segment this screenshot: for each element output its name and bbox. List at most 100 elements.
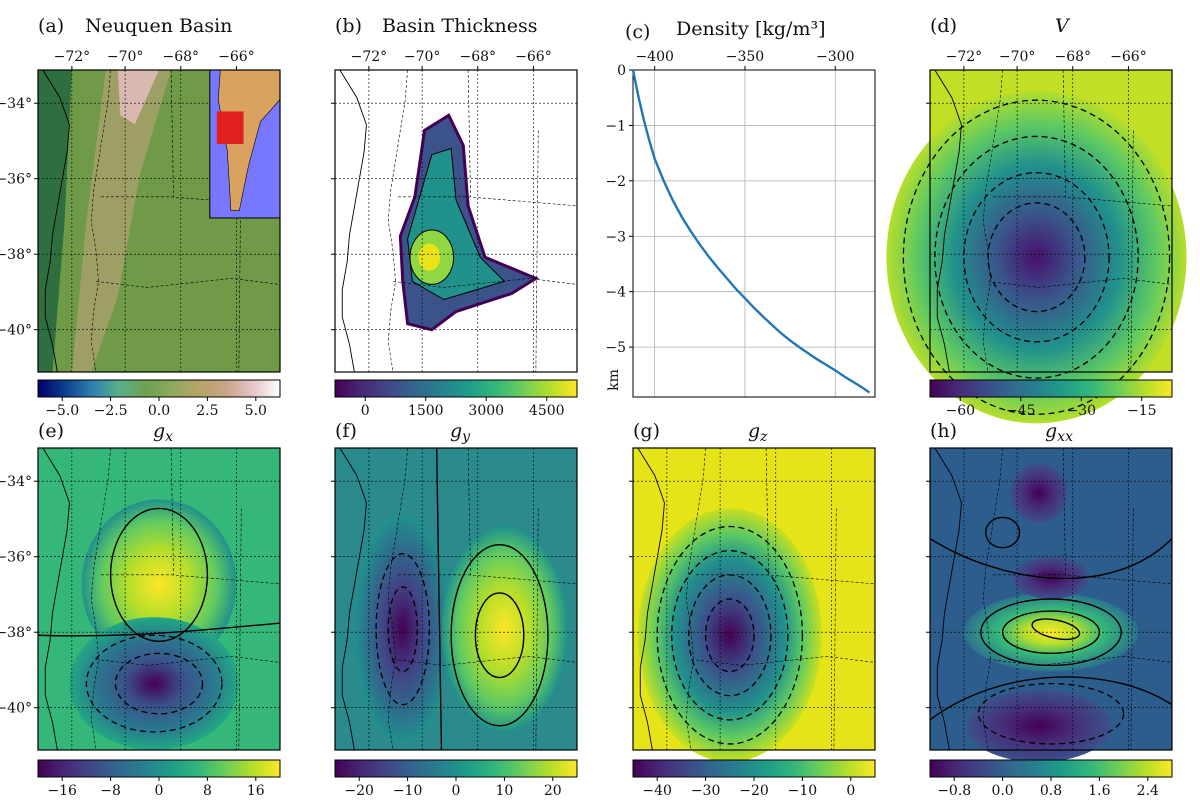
- province-border: [100, 574, 281, 585]
- lat-tick-label: −38°: [0, 247, 32, 263]
- colorbar-tick-label: 1.6: [1088, 783, 1110, 799]
- lon-tick-label: −72°: [351, 49, 388, 65]
- gz-low: [637, 508, 822, 763]
- colorbar-tick-label: −20: [739, 783, 769, 799]
- colorbar-tick-label: 0: [452, 783, 461, 799]
- colorbar-f: [334, 759, 578, 778]
- panel-c: (c) Density [kg/m³]−400 −350 −300 0 −1 −2 −3 −4 −…: [605, 18, 876, 398]
- map-frame: [334, 69, 578, 373]
- colorbar-tick-label: −0.8: [937, 783, 971, 799]
- province-border: [535, 508, 539, 751]
- colorbar-tick-label: 2.4: [1137, 783, 1159, 799]
- lon-tick-label: −68°: [1055, 49, 1092, 65]
- zero-contour: [929, 538, 1173, 580]
- panel-d: (d) V −72° −70° −68° −66° −60 −45 −30 −15: [886, 15, 1187, 424]
- panel-title: gxx: [1045, 420, 1073, 445]
- province-border: [992, 574, 1173, 585]
- colorbar-tick-label: −30: [691, 783, 721, 799]
- province-border: [100, 196, 281, 207]
- colorbar-tick-label: 10: [495, 783, 513, 799]
- zero-contour: [929, 676, 1173, 721]
- province-border: [397, 196, 578, 207]
- coastline: [934, 69, 962, 373]
- province-border: [170, 447, 174, 575]
- y-tick-label: −4: [605, 285, 626, 301]
- coastline: [339, 447, 367, 751]
- map-frame: [632, 447, 876, 751]
- province-border: [238, 508, 242, 751]
- lat-tick-label: −36°: [0, 172, 32, 188]
- density-line: [631, 69, 871, 394]
- coastline: [339, 69, 367, 373]
- country-border: [685, 447, 706, 751]
- panel-h: (h) gxx −0.8 0.0 0.8 1.6 2.4: [926, 420, 1173, 799]
- colorbar-tick-label: 0.0: [991, 783, 1013, 799]
- zero-contour: [37, 622, 281, 637]
- contour-positive: [984, 516, 1021, 549]
- panel-label: (c): [625, 21, 650, 43]
- colorbar-b: [334, 379, 578, 398]
- panel-label: (f): [335, 420, 357, 442]
- contour-positive: [1031, 618, 1081, 641]
- colorbar-tick-label: 0.8: [1040, 783, 1062, 799]
- gxx-low: [1009, 463, 1068, 524]
- province-border: [96, 278, 281, 288]
- x-tick-label: −300: [816, 49, 854, 65]
- province-border: [992, 196, 1173, 207]
- contour-negative: [671, 550, 789, 721]
- province-border: [393, 656, 578, 666]
- gy-low: [354, 514, 452, 744]
- colorbar-tick-label: −5.0: [45, 403, 79, 419]
- contour-negative: [688, 574, 772, 697]
- country-border: [387, 447, 408, 751]
- map-frame: [37, 69, 281, 373]
- province-border: [988, 656, 1173, 666]
- contour-positive: [109, 507, 209, 642]
- colorbar-tick-label: −15: [1127, 403, 1157, 419]
- colorbar-tick-label: 16: [247, 783, 265, 799]
- panel-title: gy: [450, 420, 471, 445]
- lat-tick-label: −38°: [0, 625, 32, 641]
- y-tick-label: −3: [605, 229, 626, 245]
- panel-title: Density [kg/m³]: [676, 18, 826, 40]
- y-axis-label: km: [606, 369, 622, 391]
- lat-tick-label: −34°: [0, 474, 32, 490]
- province-border: [96, 656, 281, 666]
- province-border: [765, 447, 769, 575]
- colorbar-tick-label: −10: [393, 783, 423, 799]
- panel-label: (a): [38, 15, 64, 37]
- map-frame: [37, 447, 281, 751]
- x-tick-label: −350: [726, 49, 764, 65]
- y-tick-label: 0: [617, 63, 626, 79]
- country-border: [982, 69, 1003, 373]
- contour-negative: [114, 652, 204, 715]
- y-tick-label: −1: [605, 118, 626, 134]
- panel-f: (f) gy −20 −10 0 10 20: [331, 420, 578, 799]
- colorbar-d: [929, 379, 1173, 398]
- colorbar-tick-label: 8: [203, 783, 212, 799]
- province-border: [695, 574, 876, 585]
- colorbar-tick-label: 20: [544, 783, 562, 799]
- coastline: [42, 69, 70, 373]
- lon-tick-label: −68°: [163, 49, 200, 65]
- gx-low: [69, 617, 239, 750]
- panel-label: (e): [38, 420, 64, 442]
- colorbar-tick-label: −10: [788, 783, 818, 799]
- contour-negative: [963, 172, 1110, 343]
- contour-negative: [987, 202, 1086, 313]
- panel-label: (g): [633, 420, 660, 442]
- colorbar-tick-label: −20: [344, 783, 374, 799]
- lon-tick-label: −66°: [218, 49, 255, 65]
- contour-negative: [704, 598, 755, 673]
- colorbar-tick-label: −40: [642, 783, 672, 799]
- gxx-low: [966, 689, 1112, 763]
- contour-positive: [450, 543, 549, 727]
- contour-negative: [934, 135, 1139, 379]
- province-border: [1062, 447, 1066, 575]
- coastline: [637, 447, 665, 751]
- panel-b: (b) Basin Thickness −72° −70° −68° −66° 0 1500 3…: [331, 15, 578, 419]
- lon-tick-label: −70°: [999, 49, 1036, 65]
- map-frame: [334, 447, 578, 751]
- colorbar-tick-label: 1500: [408, 403, 444, 419]
